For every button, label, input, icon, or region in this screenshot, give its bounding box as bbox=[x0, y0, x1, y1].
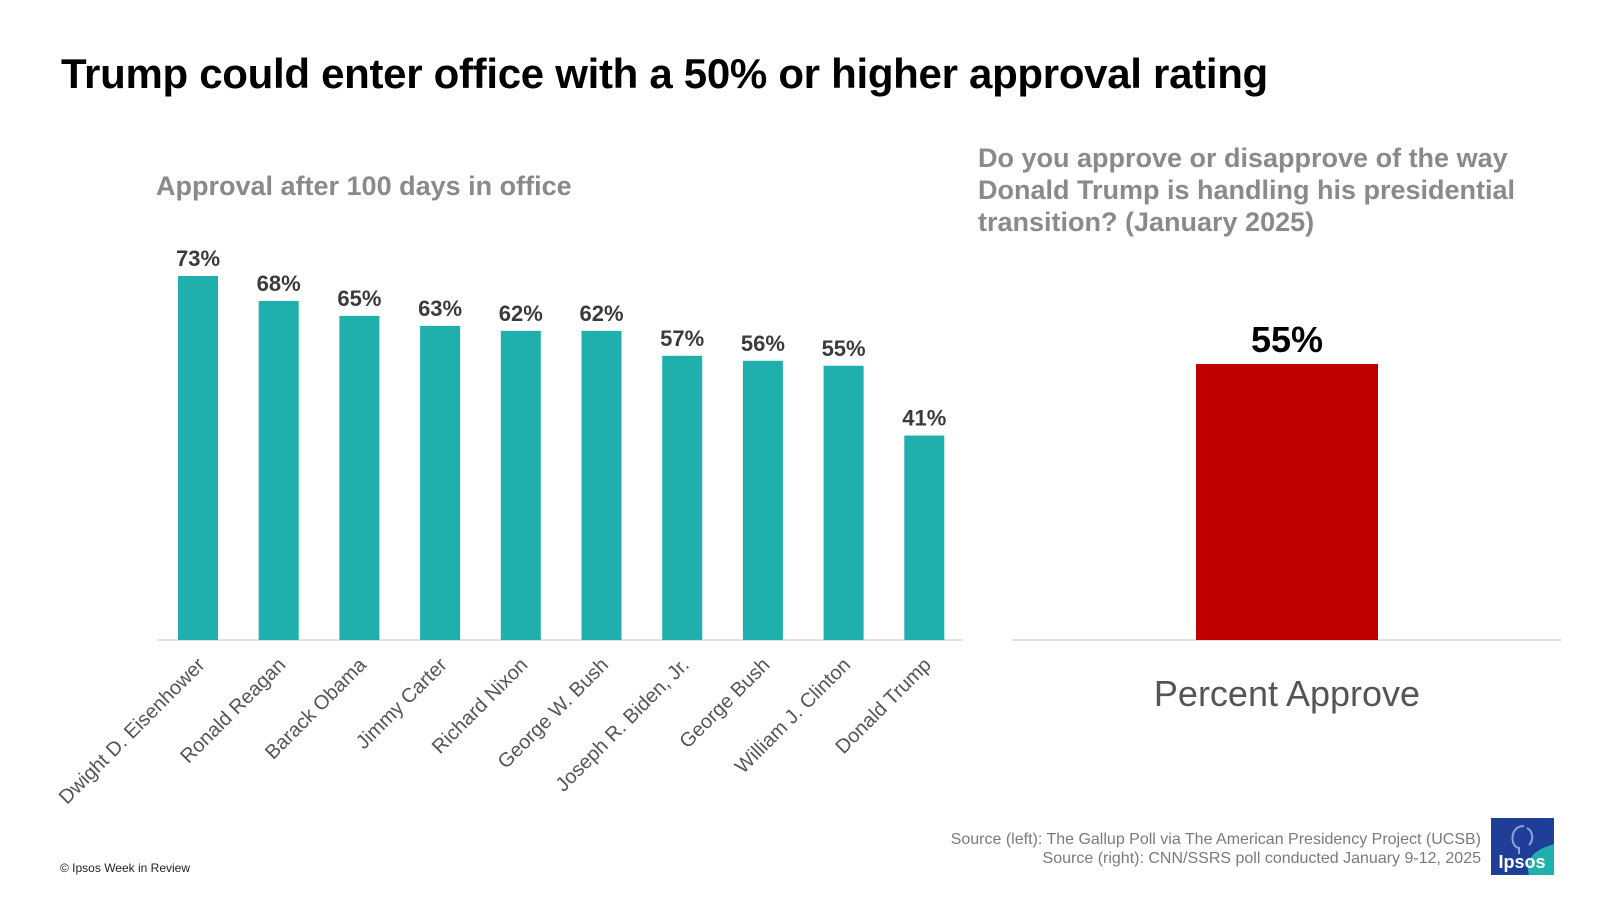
data-label: 73% bbox=[176, 246, 220, 271]
bar-1 bbox=[178, 276, 218, 640]
data-label: 63% bbox=[418, 296, 462, 321]
category-label: Dwight D. Eisenhower bbox=[55, 654, 210, 809]
data-label: 68% bbox=[257, 271, 301, 296]
logo-swoosh bbox=[1527, 844, 1554, 875]
source-right: Source (right): CNN/SSRS poll conducted … bbox=[1042, 850, 1481, 867]
bar-9 bbox=[823, 365, 864, 640]
data-label: 57% bbox=[660, 326, 704, 351]
approve-bar bbox=[1196, 364, 1378, 640]
bar-5 bbox=[500, 330, 541, 640]
ipsos-logo: Ipsos bbox=[1491, 818, 1554, 875]
right-chart: 55% Percent Approve bbox=[1012, 319, 1561, 714]
source-left: Source (left): The Gallup Poll via The A… bbox=[950, 831, 1481, 848]
bar-2 bbox=[258, 300, 299, 640]
left-chart-title: Approval after 100 days in office bbox=[156, 171, 572, 201]
data-label: 62% bbox=[499, 301, 543, 326]
page-title: Trump could enter office with a 50% or h… bbox=[61, 50, 1268, 97]
logo-text: Ipsos bbox=[1498, 852, 1545, 872]
bar-7 bbox=[662, 355, 703, 640]
data-label: 41% bbox=[902, 406, 946, 431]
data-label: 56% bbox=[741, 331, 785, 356]
category-label: Joseph R. Biden, Jr. bbox=[552, 654, 694, 796]
right-chart-title: Do you approve or disapprove of the way … bbox=[978, 143, 1516, 237]
sources: Source (left): The Gallup Poll via The A… bbox=[951, 830, 1481, 868]
bar-8 bbox=[742, 360, 783, 640]
data-label: 62% bbox=[579, 301, 623, 326]
bar-3 bbox=[339, 315, 380, 640]
copyright-text: © Ipsos Week in Review bbox=[60, 861, 191, 875]
data-label: 55% bbox=[822, 336, 866, 361]
bar-4 bbox=[420, 325, 461, 640]
data-label: 65% bbox=[337, 286, 381, 311]
bar-10 bbox=[904, 435, 945, 640]
logo-head-outline bbox=[1511, 825, 1534, 854]
category-label: Percent Approve bbox=[1154, 673, 1420, 714]
data-label: 55% bbox=[1251, 319, 1323, 360]
bar-6 bbox=[581, 330, 622, 640]
